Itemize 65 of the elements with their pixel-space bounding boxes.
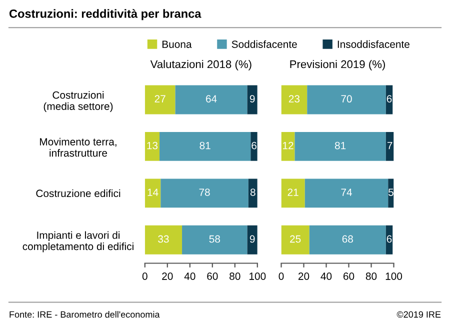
bar	[304, 178, 388, 208]
data-label: 70	[341, 95, 352, 103]
y-tick-label: Costruzione edifici	[36, 189, 120, 198]
x-tick-label: 0	[142, 272, 148, 280]
x-tick-label: 60	[343, 272, 354, 280]
data-label: 81	[200, 142, 210, 150]
data-label: 6	[386, 235, 392, 243]
bar	[144, 132, 160, 161]
x-tick-label: 40	[320, 272, 332, 280]
data-label: 64	[206, 95, 217, 103]
legend-label: Buona	[162, 40, 192, 48]
bar	[281, 132, 295, 161]
chart-title: Costruzioni: redditività per branca	[9, 9, 202, 20]
data-label: 12	[283, 142, 294, 150]
bar	[175, 85, 248, 114]
data-label: 14	[148, 188, 158, 196]
chart-subtitle: Valutazioni 2018 (%)	[150, 60, 252, 70]
bar	[386, 132, 394, 161]
x-tick-label: 100	[386, 272, 402, 280]
data-label: 74	[341, 188, 352, 196]
text: ©2019 IRE	[396, 311, 441, 318]
data-label: 25	[290, 235, 301, 243]
bar	[160, 178, 248, 208]
data-label: 9	[250, 95, 255, 103]
bar	[281, 225, 310, 254]
bar	[144, 85, 176, 114]
bar	[281, 85, 308, 114]
y-tick-label: Impianti e lavori di completamento di edifici	[22, 231, 134, 252]
data-label: 7	[387, 142, 392, 150]
legend-label: Insoddisfacente	[338, 40, 410, 48]
bar	[309, 225, 386, 254]
x-tick-label: 80	[230, 272, 240, 280]
bar	[144, 178, 161, 208]
y-tick-label: Movimento terra, infrastrutture	[40, 138, 116, 157]
bar	[281, 178, 305, 208]
data-label: 78	[199, 188, 210, 196]
data-label: 58	[209, 235, 220, 243]
bar	[144, 225, 182, 254]
data-label: 6	[386, 95, 392, 103]
chart-subtitle: Previsioni 2019 (%)	[290, 60, 385, 70]
data-label: 23	[288, 95, 300, 103]
bar	[294, 132, 386, 161]
bar	[182, 225, 248, 254]
data-label: 33	[158, 235, 169, 243]
x-tick-label: 100	[250, 272, 266, 280]
bar	[160, 132, 251, 161]
x-tick-label: 40	[184, 272, 196, 280]
data-label: 21	[288, 188, 298, 196]
data-label: 9	[250, 235, 255, 243]
data-label: 5	[388, 188, 394, 196]
x-tick-label: 20	[162, 272, 173, 280]
legend-label: Soddisfacente	[232, 40, 297, 48]
x-tick-label: 0	[278, 272, 284, 280]
data-label: 27	[154, 95, 166, 102]
x-tick-label: 80	[366, 272, 377, 280]
data-label: 68	[342, 235, 353, 243]
x-tick-label: 20	[298, 272, 310, 280]
source-note: Fonte: IRE - Barometro dell'economia	[10, 311, 160, 318]
bar	[307, 85, 386, 114]
x-tick-label: 60	[207, 272, 218, 280]
data-label: 8	[250, 188, 256, 196]
data-label: 6	[252, 142, 256, 150]
data-label: 81	[334, 142, 346, 150]
data-label: 13	[147, 142, 158, 150]
y-tick-label: Costruzioni (media settore)	[44, 91, 113, 112]
